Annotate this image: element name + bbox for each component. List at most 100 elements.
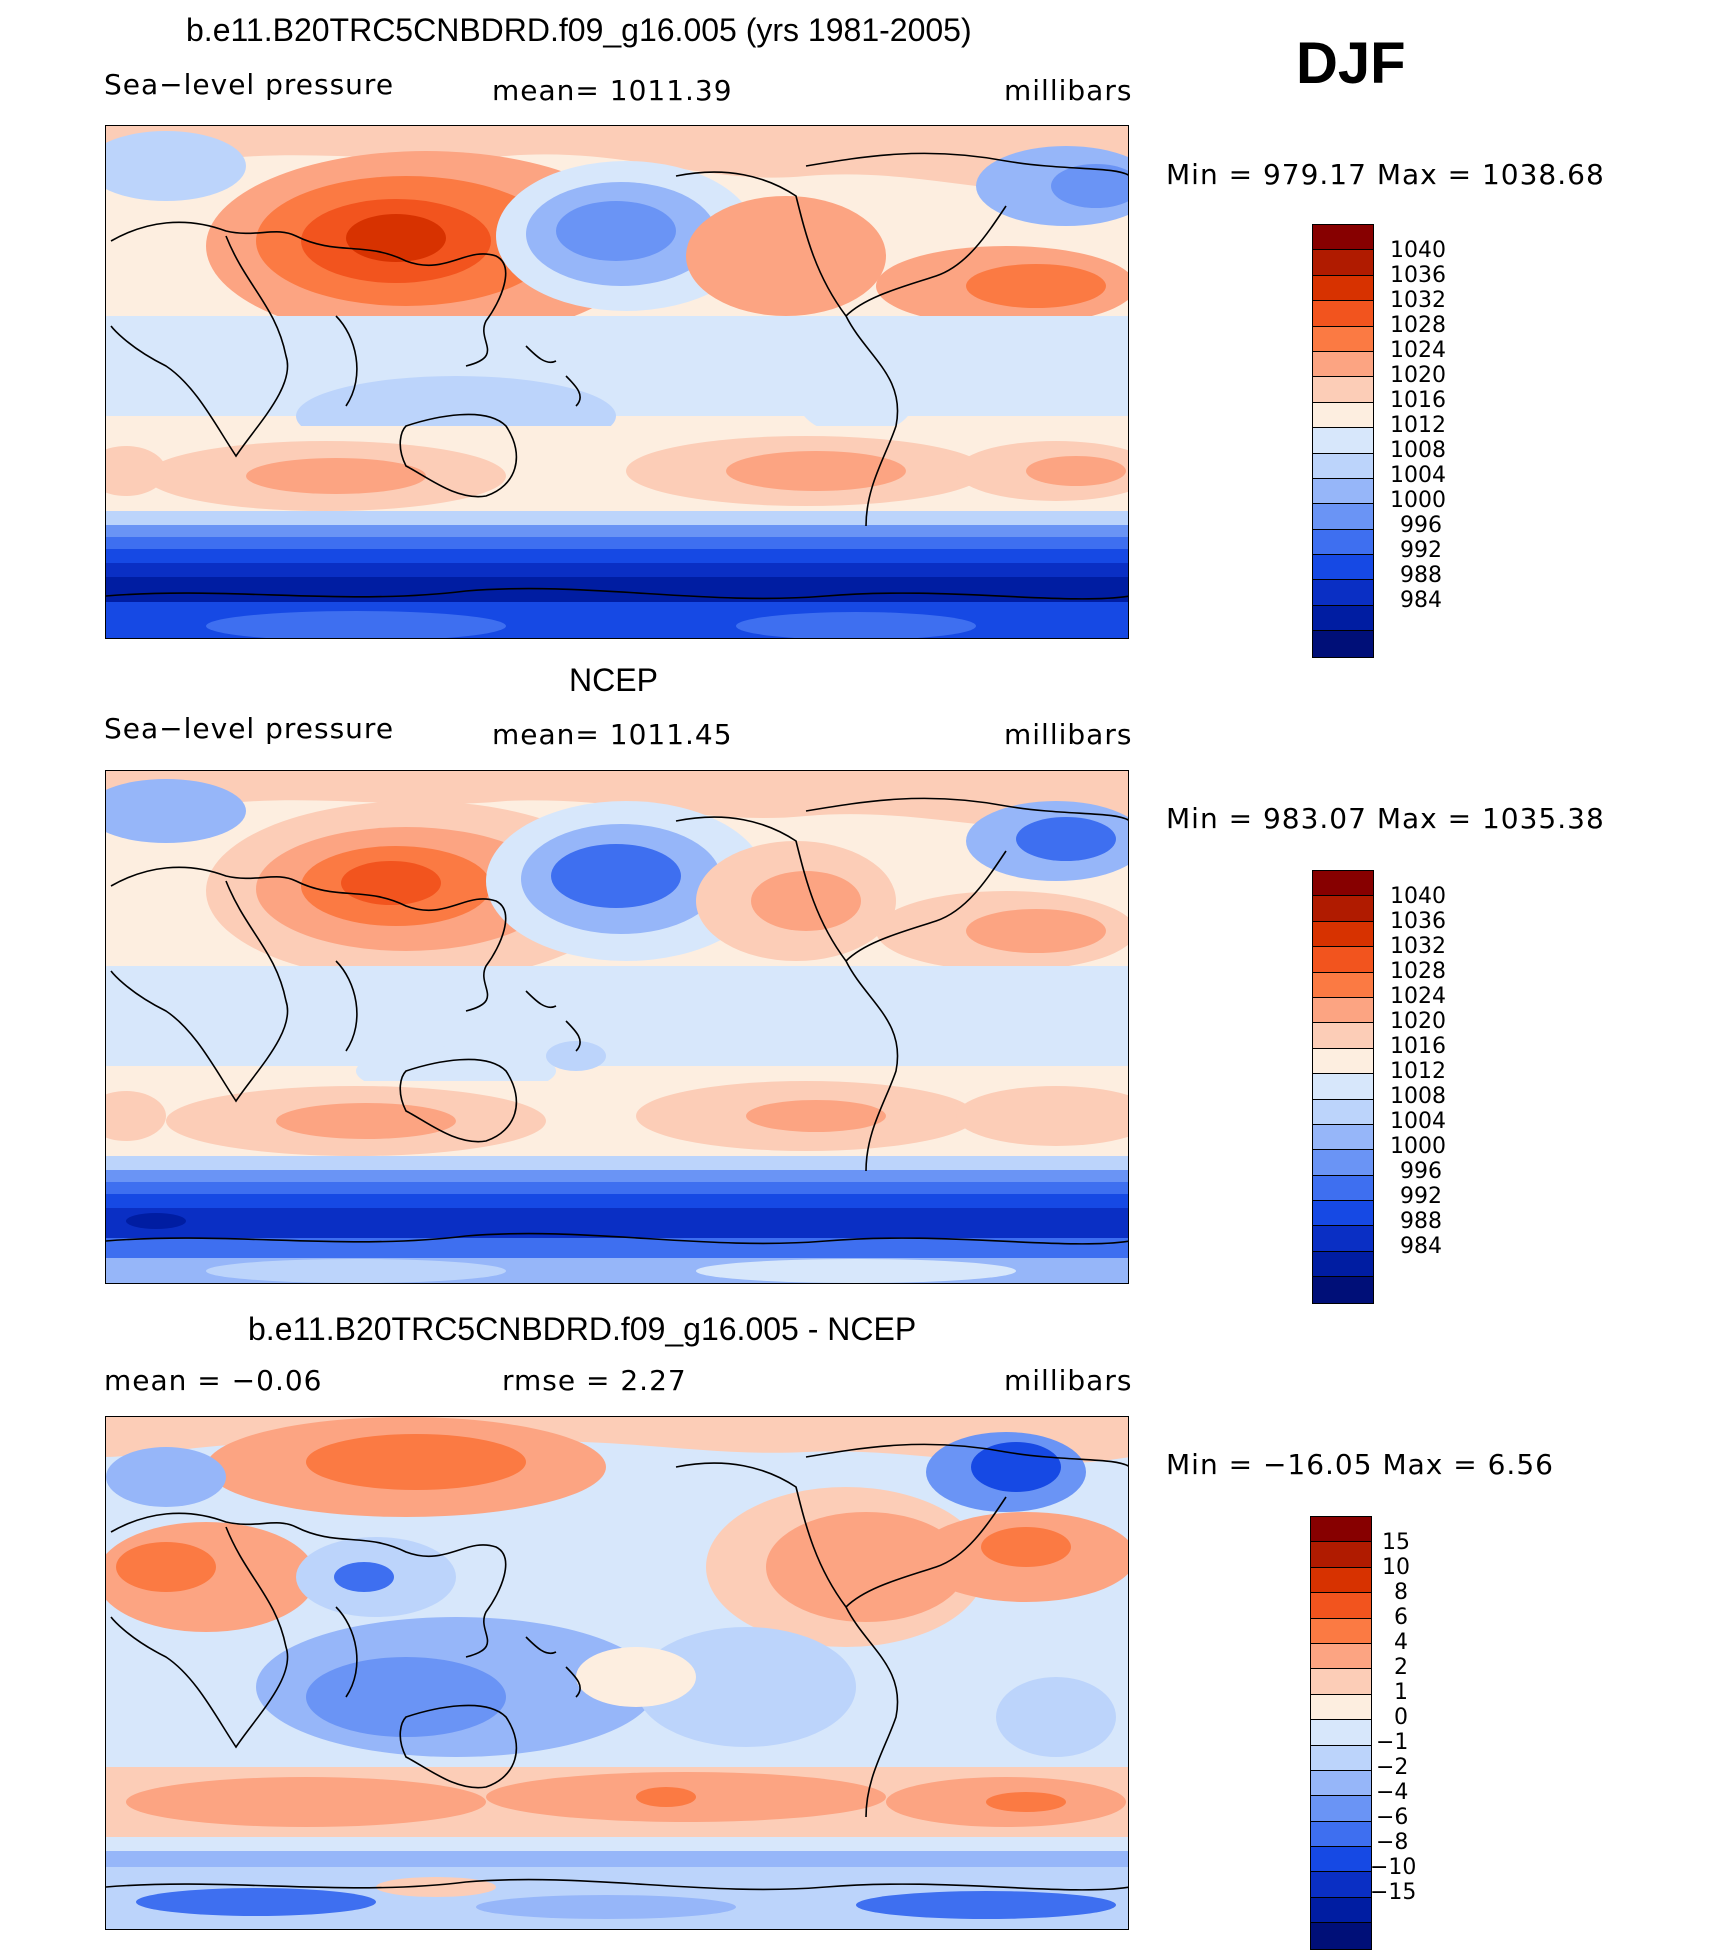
colorbar-swatch (1311, 1720, 1371, 1746)
season-label: DJF (1296, 31, 1406, 96)
panel-1-map-contours (106, 126, 1128, 638)
colorbar-swatch (1313, 1124, 1373, 1151)
colorbar-swatch (1313, 1175, 1373, 1202)
colorbar-tick-label: 1036 (1390, 909, 1446, 934)
colorbar-tick-label: 992 (1400, 1184, 1442, 1209)
colorbar-tick-label: 988 (1400, 1209, 1442, 1234)
colorbar-swatch (1313, 250, 1373, 276)
colorbar-tick-label: 1040 (1390, 884, 1446, 909)
colorbar-tick-label: 1020 (1390, 363, 1446, 388)
colorbar-swatch (1313, 631, 1373, 657)
colorbar-swatch (1311, 1796, 1371, 1822)
colorbar-tick-label: 1016 (1390, 388, 1446, 413)
colorbar-tick-label: 4 (1394, 1630, 1408, 1655)
colorbar-tick-label: 1008 (1390, 1084, 1446, 1109)
colorbar-tick-label: −4 (1376, 1780, 1409, 1805)
colorbar-swatch (1311, 1821, 1371, 1848)
colorbar-swatch (1313, 896, 1373, 922)
colorbar-tick-label: 2 (1394, 1655, 1408, 1680)
colorbar-swatch (1313, 972, 1373, 998)
colorbar-swatch (1311, 1643, 1371, 1670)
colorbar-swatch (1311, 1770, 1371, 1797)
colorbar-swatch (1313, 997, 1373, 1024)
panel-3-title: b.e11.B20TRC5CNBDRD.f09_g16.005 - NCEP (248, 1311, 917, 1347)
colorbar-swatch (1313, 1048, 1373, 1075)
colorbar-tick-label: 1 (1394, 1680, 1408, 1705)
colorbar-tick-label: 1032 (1390, 288, 1446, 313)
panel-1-min-max: Min = 979.17 Max = 1038.68 (1166, 158, 1605, 191)
colorbar-tick-label: 1004 (1390, 463, 1446, 488)
panel-2-variable-label: Sea−level pressure (104, 712, 395, 745)
colorbar-tick-label: 1032 (1390, 934, 1446, 959)
colorbar-tick-label: 1024 (1390, 984, 1446, 1009)
colorbar-tick-label: 1000 (1390, 1134, 1446, 1159)
colorbar-swatch (1313, 275, 1373, 302)
colorbar-swatch (1313, 1074, 1373, 1100)
colorbar-swatch (1313, 428, 1373, 454)
colorbar-tick-label: −15 (1370, 1880, 1417, 1905)
colorbar-tick-label: 1012 (1390, 413, 1446, 438)
panel-2-map-contours (106, 771, 1128, 1283)
colorbar-swatch (1313, 377, 1373, 403)
panel-2-min-max: Min = 983.07 Max = 1035.38 (1166, 802, 1605, 835)
colorbar-tick-label: 992 (1400, 538, 1442, 563)
colorbar-tick-label: −10 (1370, 1855, 1417, 1880)
colorbar-swatch (1313, 921, 1373, 948)
panel-1-units-label: millibars (1004, 74, 1133, 107)
colorbar-swatch (1313, 351, 1373, 378)
panel-3-rmse-label: rmse = 2.27 (502, 1364, 687, 1397)
colorbar-swatch (1311, 1872, 1371, 1898)
colorbar-swatch (1311, 1618, 1371, 1644)
panel-1-variable-label: Sea−level pressure (104, 68, 395, 101)
colorbar-tick-label: 1008 (1390, 438, 1446, 463)
colorbar-swatch (1313, 301, 1373, 327)
panel-2-map (105, 770, 1129, 1284)
colorbar-swatch (1311, 1567, 1371, 1594)
colorbar-swatch (1311, 1847, 1371, 1873)
colorbar-tick-label: 996 (1400, 513, 1442, 538)
colorbar-swatch (1311, 1923, 1371, 1949)
colorbar-swatch (1313, 1150, 1373, 1176)
panel-3-units-label: millibars (1004, 1364, 1133, 1397)
colorbar-swatch (1313, 529, 1373, 556)
panel-1-mean-label: mean= 1011.39 (492, 74, 733, 107)
panel-3-mean-label: mean = −0.06 (104, 1364, 323, 1397)
colorbar-swatch (1313, 1099, 1373, 1125)
colorbar-swatch (1311, 1669, 1371, 1695)
panel-2-colorbar-swatches (1312, 870, 1374, 1304)
colorbar-tick-label: −2 (1376, 1755, 1409, 1780)
colorbar-swatch (1311, 1517, 1371, 1543)
colorbar-tick-label: 984 (1400, 1234, 1442, 1259)
colorbar-swatch (1313, 225, 1373, 251)
colorbar-swatch (1313, 871, 1373, 897)
colorbar-swatch (1313, 1251, 1373, 1278)
colorbar-swatch (1311, 1593, 1371, 1619)
colorbar-tick-label: 15 (1382, 1530, 1410, 1555)
colorbar-tick-label: −6 (1376, 1805, 1409, 1830)
colorbar-swatch (1313, 1226, 1373, 1252)
panel-1-title: b.e11.B20TRC5CNBDRD.f09_g16.005 (yrs 198… (186, 12, 972, 48)
colorbar-tick-label: 10 (1382, 1555, 1410, 1580)
colorbar-tick-label: 1012 (1390, 1059, 1446, 1084)
colorbar-tick-label: 8 (1394, 1580, 1408, 1605)
colorbar-swatch (1311, 1897, 1371, 1924)
colorbar-tick-label: 1020 (1390, 1009, 1446, 1034)
colorbar-swatch (1313, 605, 1373, 632)
panel-1-colorbar-swatches (1312, 224, 1374, 658)
panel-3-colorbar-swatches (1310, 1516, 1372, 1950)
colorbar-swatch (1313, 1201, 1373, 1227)
colorbar-swatch (1313, 580, 1373, 606)
panel-3-map (105, 1416, 1129, 1930)
colorbar-swatch (1311, 1745, 1371, 1771)
panel-2-title: NCEP (569, 662, 658, 698)
colorbar-swatch (1313, 453, 1373, 479)
colorbar-swatch (1313, 326, 1373, 352)
colorbar-swatch (1313, 504, 1373, 530)
colorbar-tick-label: 988 (1400, 563, 1442, 588)
colorbar-swatch (1313, 478, 1373, 505)
colorbar-tick-label: 1028 (1390, 313, 1446, 338)
colorbar-swatch (1313, 402, 1373, 429)
colorbar-tick-label: 1040 (1390, 238, 1446, 263)
panel-2-units-label: millibars (1004, 718, 1133, 751)
colorbar-tick-label: 1016 (1390, 1034, 1446, 1059)
